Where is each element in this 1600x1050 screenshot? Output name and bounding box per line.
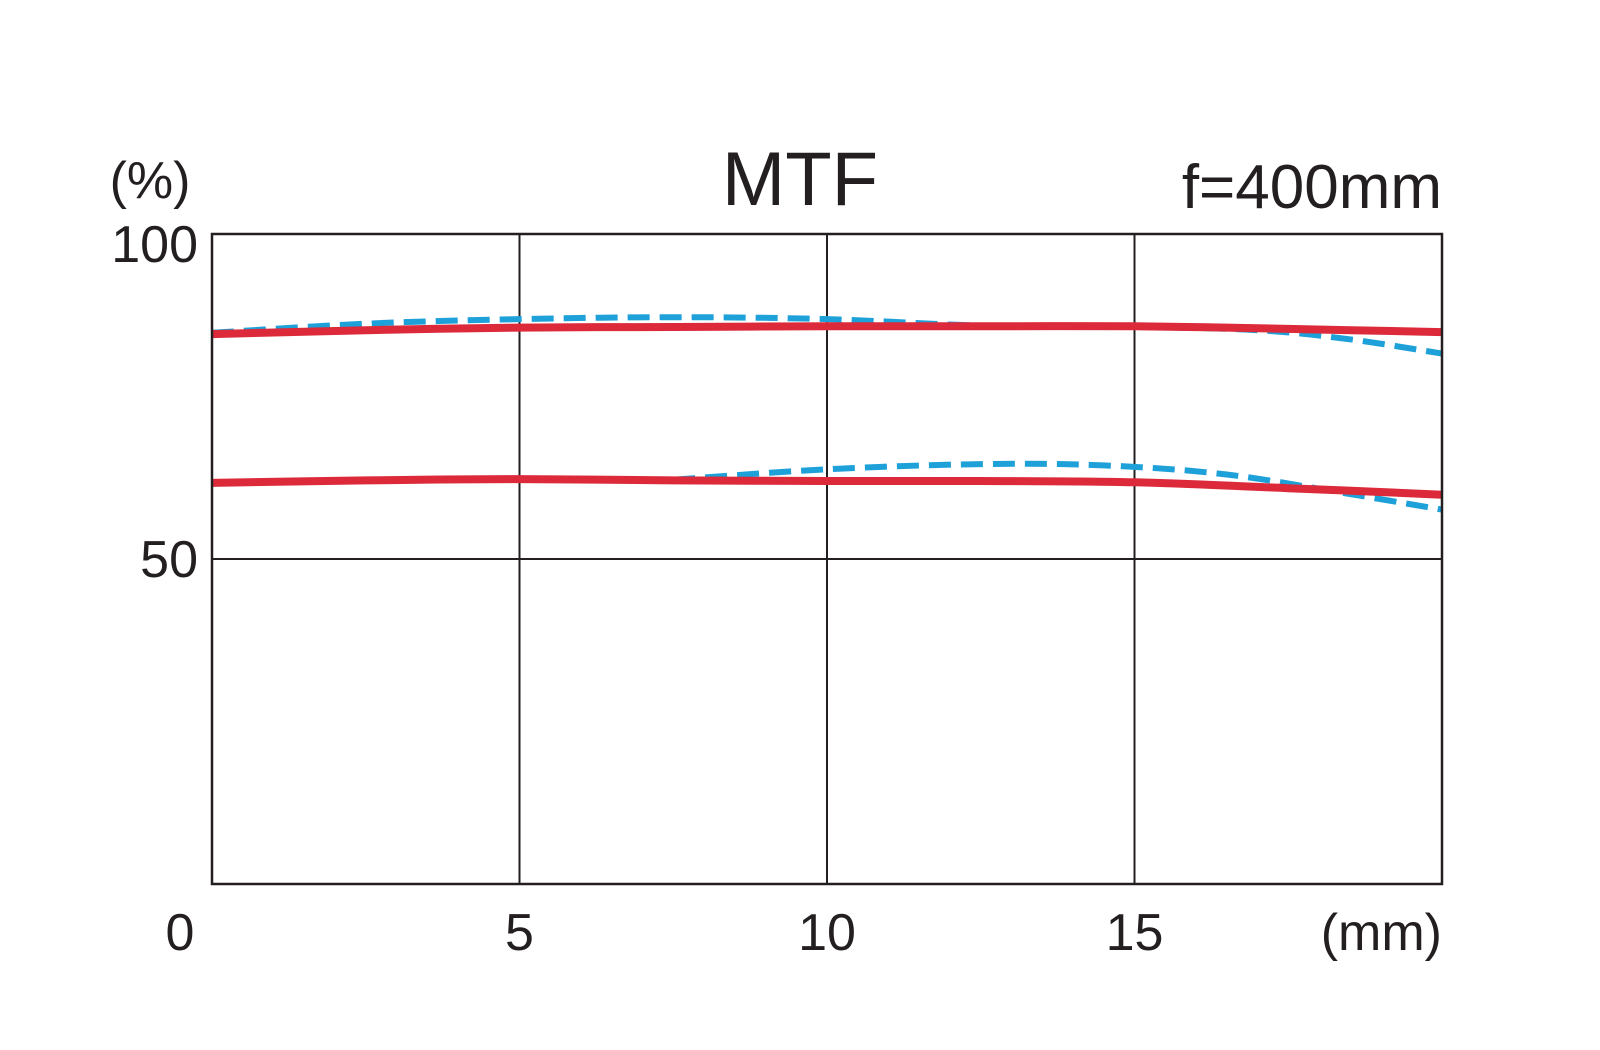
y-tick-label: 100: [111, 216, 198, 274]
dashed-series-line: [673, 460, 1443, 513]
chart-title: MTF: [722, 137, 878, 222]
focal-length-annotation: f=400mm: [1182, 153, 1442, 222]
tick-labels: 0 5 10 15 50 100: [111, 216, 1163, 962]
grid-lines: [212, 234, 1442, 884]
x-tick-label: 5: [505, 904, 534, 962]
x-tick-label: 10: [798, 904, 856, 962]
y-axis-unit-label: (%): [110, 152, 191, 210]
data-series: [211, 314, 1443, 513]
plot-frame: [210, 232, 1444, 886]
x-tick-label: 15: [1106, 904, 1164, 962]
solid-series-line: [211, 322, 1443, 339]
solid-series-line: [211, 475, 1443, 499]
x-axis-unit-label: (mm): [1321, 904, 1442, 962]
x-tick-label: 0: [166, 904, 195, 962]
y-tick-label: 50: [140, 531, 198, 589]
